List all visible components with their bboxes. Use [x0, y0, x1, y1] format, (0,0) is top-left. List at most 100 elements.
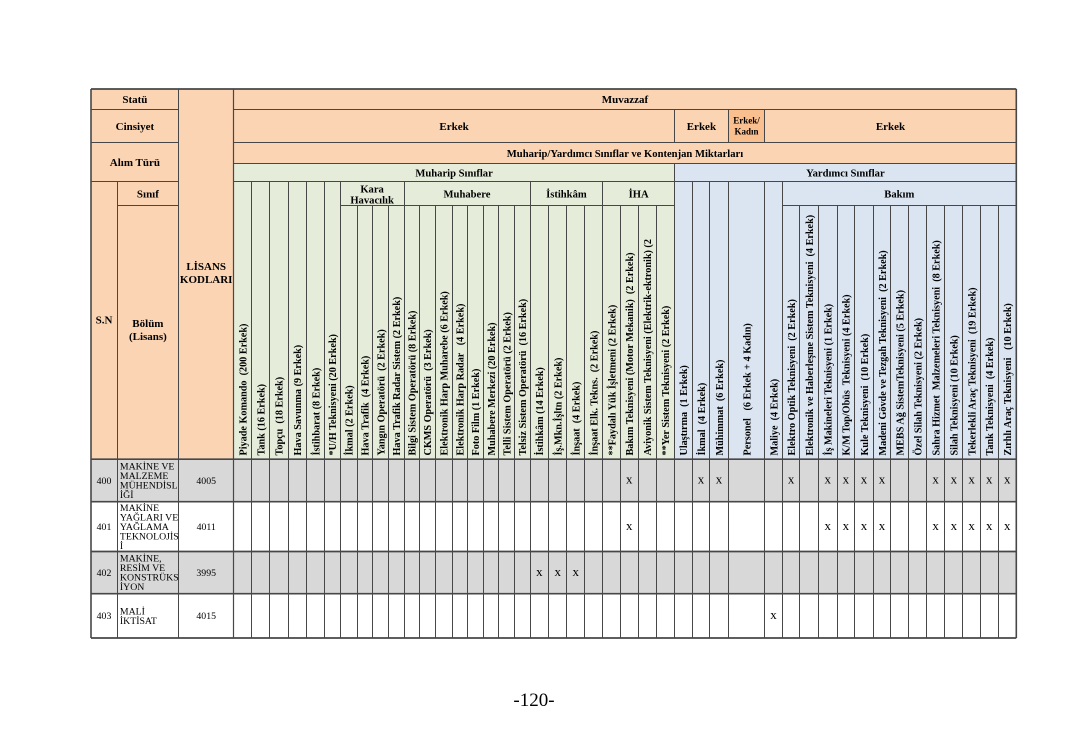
svg-text:x: x: [716, 472, 723, 487]
svg-text:Foto Film (1 Erkek): Foto Film (1 Erkek): [471, 369, 482, 456]
svg-text:4011: 4011: [197, 522, 216, 533]
svg-text:Havacılık: Havacılık: [350, 196, 394, 207]
svg-text:YAĞLAMA: YAĞLAMA: [120, 521, 169, 533]
svg-text:400: 400: [97, 476, 112, 487]
svg-text:YAĞLARI VE: YAĞLARI VE: [120, 511, 178, 523]
svg-text:x: x: [968, 518, 975, 533]
svg-text:(Lisans): (Lisans): [129, 331, 167, 343]
svg-text:Yangın Operatörü (2 Erkek): Yangın Operatörü (2 Erkek): [376, 329, 387, 455]
svg-text:İYON: İYON: [120, 581, 144, 593]
svg-text:x: x: [788, 472, 795, 487]
svg-text:x: x: [555, 564, 562, 579]
svg-text:x: x: [770, 607, 777, 622]
svg-text:Silah Teknisyeni (10 Erkek): Silah Teknisyeni (10 Erkek): [950, 335, 961, 455]
svg-text:İkmal (4 Erkek): İkmal (4 Erkek): [696, 383, 708, 456]
svg-text:Muhabere: Muhabere: [444, 190, 491, 201]
svg-text:Madeni Gövde ve Tezgah Teknisy: Madeni Gövde ve Tezgah Teknisyeni (2 Erk…: [878, 250, 889, 455]
svg-text:Sahra Hizmet Malzemeleri Tekn: Sahra Hizmet Malzemeleri Teknisyeni (8 E…: [931, 240, 942, 455]
svg-text:Kara: Kara: [360, 185, 384, 196]
svg-text:Muharip/Yardımcı Sınıflar ve K: Muharip/Yardımcı Sınıflar ve Kontenjan M…: [507, 149, 743, 160]
svg-text:Bakım Teknisyeni (Motor Mekani: Bakım Teknisyeni (Motor Mekanik) (2 Erke…: [625, 252, 636, 455]
svg-text:CKMS Operatörü (3 Erkek): CKMS Operatörü (3 Erkek): [423, 329, 434, 455]
svg-text:MALİ: MALİ: [120, 605, 145, 617]
svg-text:Sınıf: Sınıf: [137, 189, 159, 201]
svg-text:x: x: [626, 472, 633, 487]
svg-text:4005: 4005: [196, 476, 216, 487]
svg-text:İstihbarat (8 Erkek): İstihbarat (8 Erkek): [310, 368, 322, 456]
svg-text:Bilgi Sistem Operatörü (8 Erke: Bilgi Sistem Operatörü (8 Erkek): [408, 311, 419, 456]
svg-text:Erkek: Erkek: [439, 121, 469, 133]
svg-text:TEKNOLOJİS: TEKNOLOJİS: [120, 530, 179, 542]
svg-text:MEBS Ağ SistemTeknisyeni (5 Er: MEBS Ağ SistemTeknisyeni (5 Erkek): [896, 290, 907, 455]
svg-text:İş Makineleri Teknisyeni (1 Er: İş Makineleri Teknisyeni (1 Erkek): [823, 304, 835, 456]
svg-text:Kadın: Kadın: [734, 127, 758, 137]
svg-text:**Faydalı Yük İşletmeni (2 Erk: **Faydalı Yük İşletmeni (2 Erkek): [606, 305, 618, 456]
svg-text:MAKİNE: MAKİNE: [120, 502, 159, 514]
svg-text:Yardımcı Sınıflar: Yardımcı Sınıflar: [806, 169, 885, 180]
svg-text:Erkek/: Erkek/: [733, 116, 760, 126]
svg-text:-120-: -120-: [513, 690, 554, 711]
svg-text:Aviyonik Sistem Teknisyeni (El: Aviyonik Sistem Teknisyeni (Elektrik-ekt…: [643, 239, 654, 455]
svg-text:x: x: [843, 472, 850, 487]
svg-text:Erkek: Erkek: [687, 121, 717, 133]
svg-text:x: x: [536, 564, 543, 579]
svg-text:Muharip Sınıflar: Muharip Sınıflar: [415, 169, 493, 180]
svg-text:401: 401: [97, 522, 112, 533]
svg-text:İstihkâm: İstihkâm: [546, 189, 587, 201]
svg-text:x: x: [861, 472, 868, 487]
svg-text:Telsiz Sistem Operatörü (16 E: Telsiz Sistem Operatörü (16 Erkek): [518, 299, 529, 456]
svg-text:İĞİ: İĞİ: [120, 489, 134, 501]
svg-text:x: x: [572, 564, 579, 579]
svg-text:403: 403: [97, 611, 112, 622]
svg-text:Statü: Statü: [122, 94, 147, 106]
svg-text:x: x: [843, 518, 850, 533]
svg-text:MALZEME: MALZEME: [120, 471, 168, 482]
svg-text:İKTİSAT: İKTİSAT: [120, 615, 157, 627]
svg-text:Tekerlekli Araç Teknisyeni (1: Tekerlekli Araç Teknisyeni (19 Erkek): [967, 287, 978, 455]
svg-text:Özel Silah Teknisyeni (2 Erkek: Özel Silah Teknisyeni (2 Erkek): [911, 318, 924, 456]
svg-text:Kule Teknisyeni (10 Erkek): Kule Teknisyeni (10 Erkek): [860, 334, 871, 456]
svg-text:Topçu (18 Erkek): Topçu (18 Erkek): [275, 377, 286, 456]
svg-text:İHA: İHA: [629, 189, 649, 201]
svg-text:x: x: [861, 518, 868, 533]
svg-text:*U/H Teknisyeni (20 Erkek): *U/H Teknisyeni (20 Erkek): [328, 334, 339, 455]
svg-text:Piyade Komando (200 Erkek): Piyade Komando (200 Erkek): [238, 324, 249, 456]
svg-text:Elektronik Harp Radar (4 Erk: Elektronik Harp Radar (4 Erkek): [455, 304, 466, 456]
svg-text:x: x: [932, 518, 939, 533]
svg-text:402: 402: [97, 568, 112, 579]
svg-text:x: x: [698, 472, 705, 487]
svg-text:Hava Savunma (9 Erkek): Hava Savunma (9 Erkek): [293, 345, 304, 456]
svg-text:RESİM VE: RESİM VE: [120, 562, 165, 574]
svg-text:Bakım: Bakım: [884, 190, 914, 201]
svg-text:x: x: [1004, 518, 1011, 533]
svg-text:İnşaat (4 Erkek): İnşaat (4 Erkek): [571, 382, 583, 456]
svg-text:İkmal (2 Erkek): İkmal (2 Erkek): [343, 385, 355, 455]
svg-text:x: x: [879, 518, 886, 533]
svg-text:x: x: [932, 472, 939, 487]
svg-text:İ: İ: [120, 540, 123, 552]
svg-text:Mühimmat (6 Erkek): Mühimmat (6 Erkek): [715, 360, 726, 456]
svg-text:Elektronik Harp Muharebe (6 Er: Elektronik Harp Muharebe (6 Erkek): [439, 291, 450, 455]
svg-text:x: x: [951, 472, 958, 487]
svg-text:KODLARI: KODLARI: [180, 274, 233, 286]
svg-text:3995: 3995: [196, 568, 216, 579]
svg-text:Ulaştırma (1 Erkek): Ulaştırma (1 Erkek): [679, 365, 690, 455]
svg-text:Maliye (4 Erkek): Maliye (4 Erkek): [769, 379, 780, 456]
svg-text:MÜHENDİSL: MÜHENDİSL: [120, 480, 178, 492]
svg-text:Erkek: Erkek: [876, 121, 906, 133]
svg-text:Muhabere Merkezi (20 Erkek): Muhabere Merkezi (20 Erkek): [487, 322, 498, 455]
svg-text:4015: 4015: [196, 611, 216, 622]
svg-text:Tank (16 Erkek): Tank (16 Erkek): [256, 384, 267, 456]
svg-text:İstihkâm (14 Erkek): İstihkâm (14 Erkek): [534, 367, 546, 455]
svg-text:Tank Teknisyeni (4 Erkek): Tank Teknisyeni (4 Erkek): [985, 338, 996, 456]
svg-text:x: x: [968, 472, 975, 487]
svg-text:LİSANS: LİSANS: [186, 261, 226, 273]
svg-text:Telli Sistem Operatörü (2 Erke: Telli Sistem Operatörü (2 Erkek): [502, 312, 513, 455]
svg-text:Muvazzaf: Muvazzaf: [602, 94, 649, 106]
svg-text:Elektro Optik Teknisyeni (2 E: Elektro Optik Teknisyeni (2 Erkek): [787, 299, 798, 455]
svg-text:S.N: S.N: [96, 315, 113, 327]
svg-text:x: x: [986, 472, 993, 487]
svg-text:x: x: [626, 518, 633, 533]
svg-text:x: x: [986, 518, 993, 533]
svg-text:Personel (6 Erkek + 4 Kadın): Personel (6 Erkek + 4 Kadın): [742, 323, 753, 455]
